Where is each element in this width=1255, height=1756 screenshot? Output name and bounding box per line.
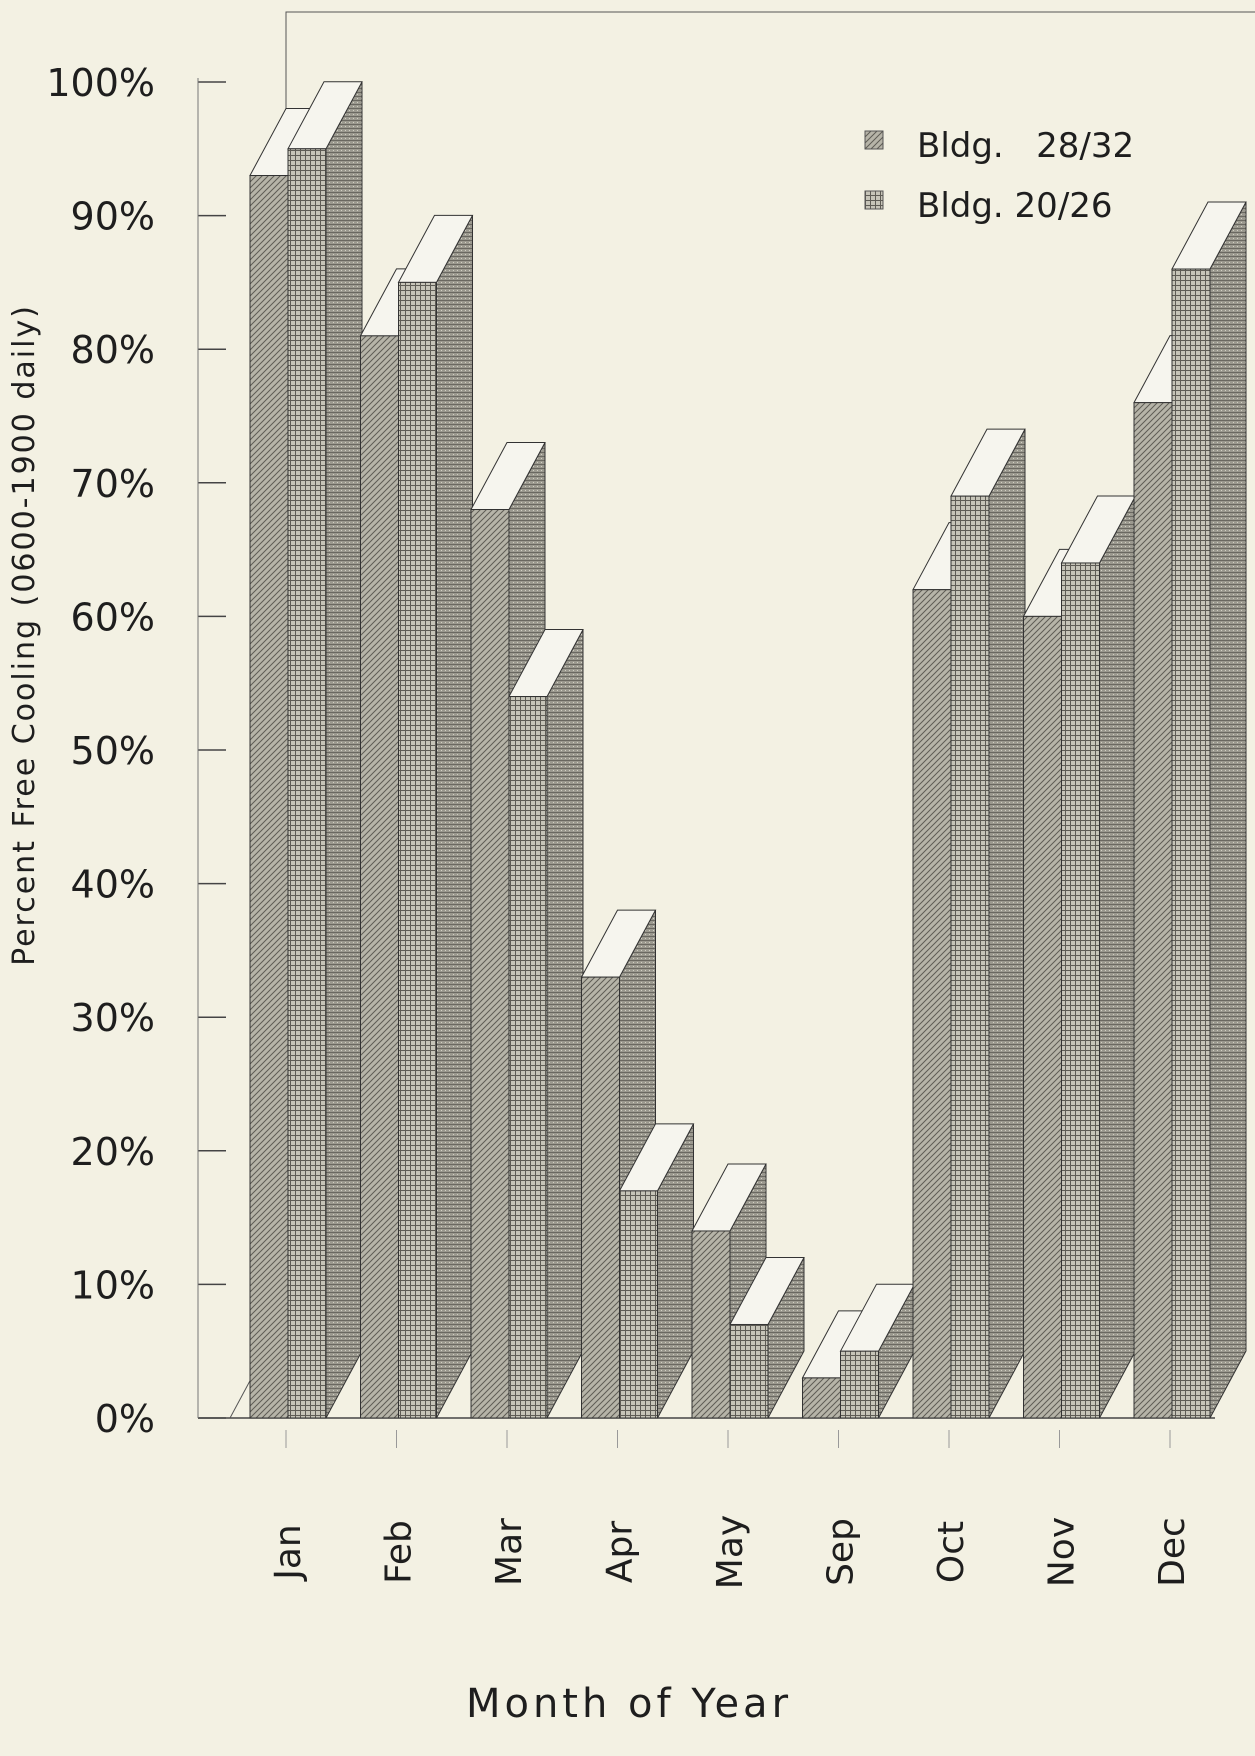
legend: Bldg. 28/32 Bldg. 20/26	[864, 126, 1134, 226]
bar-front-face	[1133, 402, 1173, 1419]
bar-front-face	[802, 1377, 841, 1419]
y-tick-label: 60%	[71, 595, 155, 639]
bar-front-face	[619, 1190, 658, 1419]
y-tick-label: 100%	[46, 61, 155, 105]
bar-side-face	[325, 81, 363, 1419]
x-tick-label: Oct	[931, 1521, 972, 1583]
bar-side-face	[988, 428, 1026, 1419]
bar-side-face	[1099, 495, 1136, 1419]
bar-jan-series-2	[287, 81, 363, 1419]
bar-dec-series-2	[1171, 201, 1247, 1419]
y-tick-label: 70%	[71, 462, 155, 506]
bar-sep-series-2	[839, 1283, 916, 1419]
bar-side-face	[1209, 201, 1247, 1419]
y-tick-label: 10%	[71, 1263, 155, 1307]
y-axis-title: Percent Free Cooling (0600-1900 daily)	[7, 304, 42, 966]
y-tick-label: 40%	[71, 863, 155, 907]
bar-front-face	[398, 281, 437, 1419]
bar-may-series-2	[729, 1256, 805, 1419]
x-axis: Jan Feb Mar Apr May Sep Oct Nov Dec	[268, 1430, 1193, 1589]
x-tick-label: Nov	[1042, 1517, 1083, 1587]
y-axis: 0% 10% 20% 30% 40% 50% 60% 70% 80% 90% 100%	[46, 61, 226, 1441]
bar-side-face	[546, 629, 584, 1419]
bar-front-face	[581, 976, 620, 1419]
bar-front-face	[729, 1323, 769, 1419]
x-tick-label: May	[710, 1515, 751, 1589]
bar-apr-series-2	[618, 1123, 695, 1419]
bar-front-face	[1171, 268, 1211, 1419]
x-tick-label: Apr	[600, 1521, 641, 1583]
bar-front-face	[950, 495, 990, 1419]
x-tick-label: Dec	[1152, 1517, 1193, 1587]
x-axis-title: Month of Year	[466, 1681, 792, 1727]
bar-front-face	[912, 589, 952, 1419]
bar-oct-series-2	[950, 428, 1026, 1419]
bar-front-face	[840, 1350, 879, 1419]
x-tick-label: Jan	[268, 1524, 309, 1582]
y-tick-label: 20%	[71, 1130, 155, 1174]
bar-nov-series-2	[1060, 495, 1137, 1419]
x-tick-label: Sep	[821, 1518, 862, 1586]
bar-front-face	[249, 175, 289, 1419]
bar-feb-series-2	[397, 214, 474, 1419]
legend-swatch-bldg-28-32	[864, 130, 884, 150]
bar-front-face	[287, 148, 327, 1419]
legend-label-bldg-28-32: Bldg. 28/32	[917, 126, 1134, 166]
bar-front-face	[360, 335, 399, 1419]
bar-front-face	[1023, 615, 1062, 1419]
x-tick-label: Mar	[489, 1518, 530, 1586]
legend-swatch-bldg-20-26	[864, 190, 884, 210]
x-tick-label: Feb	[379, 1520, 420, 1584]
y-tick-label: 0%	[95, 1397, 155, 1441]
y-tick-label: 50%	[71, 729, 155, 773]
bars-group	[249, 81, 1247, 1419]
legend-label-bldg-20-26: Bldg. 20/26	[917, 186, 1113, 226]
y-tick-label: 90%	[71, 195, 155, 239]
bar-mar-series-2	[508, 629, 584, 1419]
y-tick-label: 30%	[71, 996, 155, 1040]
bar-front-face	[691, 1230, 731, 1419]
bar-front-face	[508, 696, 548, 1419]
bar-front-face	[1061, 562, 1100, 1419]
y-tick-label: 80%	[71, 328, 155, 372]
bar-side-face	[436, 215, 473, 1419]
bar-front-face	[470, 509, 510, 1419]
